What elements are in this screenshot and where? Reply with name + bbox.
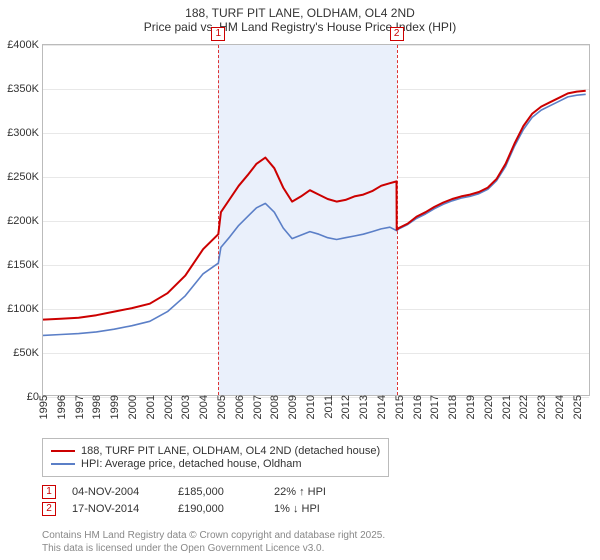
x-tick-label: 2013 [356, 395, 370, 419]
legend-item: 188, TURF PIT LANE, OLDHAM, OL4 2ND (det… [51, 445, 380, 457]
x-tick-label: 2012 [338, 395, 352, 419]
x-tick-label: 2009 [285, 395, 299, 419]
x-tick-label: 2016 [410, 395, 424, 419]
legend-swatch [51, 463, 75, 465]
transaction-date: 04-NOV-2004 [72, 486, 162, 498]
x-tick-label: 1995 [36, 395, 50, 419]
transaction-date: 17-NOV-2014 [72, 503, 162, 515]
y-tick-label: £250K [7, 171, 43, 183]
x-tick-label: 2014 [374, 395, 388, 419]
transaction-price: £190,000 [178, 503, 258, 515]
y-tick-label: £200K [7, 215, 43, 227]
x-tick-label: 2003 [178, 395, 192, 419]
x-tick-label: 1996 [54, 395, 68, 419]
legend-item: HPI: Average price, detached house, Oldh… [51, 458, 380, 470]
x-tick-label: 2001 [143, 395, 157, 419]
x-tick-label: 2006 [232, 395, 246, 419]
x-tick-label: 2022 [516, 395, 530, 419]
y-tick-label: £350K [7, 83, 43, 95]
footnote-line1: Contains HM Land Registry data © Crown c… [42, 530, 385, 543]
transaction-vs-hpi: 22% ↑ HPI [274, 486, 354, 498]
x-tick-label: 2002 [161, 395, 175, 419]
x-tick-label: 2024 [552, 395, 566, 419]
y-tick-label: £400K [7, 39, 43, 51]
chart-area: £0£50K£100K£150K£200K£250K£300K£350K£400… [42, 44, 590, 396]
titles: 188, TURF PIT LANE, OLDHAM, OL4 2ND Pric… [0, 0, 600, 34]
legend: 188, TURF PIT LANE, OLDHAM, OL4 2ND (det… [42, 438, 389, 477]
x-tick-label: 1997 [72, 395, 86, 419]
x-tick-label: 2000 [125, 395, 139, 419]
x-tick-label: 2023 [534, 395, 548, 419]
x-tick-label: 1998 [89, 395, 103, 419]
series-price_paid [43, 91, 586, 320]
series-hpi [43, 94, 586, 335]
x-tick-label: 2025 [570, 395, 584, 419]
x-tick-label: 2011 [321, 395, 335, 419]
y-tick-label: £50K [13, 347, 43, 359]
x-tick-label: 2017 [427, 395, 441, 419]
x-tick-label: 2004 [196, 395, 210, 419]
x-tick-label: 2010 [303, 395, 317, 419]
x-tick-label: 2007 [250, 395, 264, 419]
x-tick-label: 2005 [214, 395, 228, 419]
x-tick-label: 2021 [499, 395, 513, 419]
transaction-vs-hpi: 1% ↓ HPI [274, 503, 354, 515]
y-tick-label: £150K [7, 259, 43, 271]
x-tick-label: 2015 [392, 395, 406, 419]
x-tick-label: 2018 [445, 395, 459, 419]
x-tick-label: 2019 [463, 395, 477, 419]
event-marker: 2 [390, 27, 404, 41]
legend-label: HPI: Average price, detached house, Oldh… [81, 458, 302, 470]
figure: 188, TURF PIT LANE, OLDHAM, OL4 2ND Pric… [0, 0, 600, 560]
transaction-marker: 1 [42, 485, 56, 499]
legend-label: 188, TURF PIT LANE, OLDHAM, OL4 2ND (det… [81, 445, 380, 457]
footnote-line2: This data is licensed under the Open Gov… [42, 543, 385, 556]
transaction-row: 1 04-NOV-2004 £185,000 22% ↑ HPI [42, 485, 354, 499]
series-svg [43, 45, 591, 397]
x-tick-label: 2020 [481, 395, 495, 419]
transaction-price: £185,000 [178, 486, 258, 498]
transaction-row: 2 17-NOV-2014 £190,000 1% ↓ HPI [42, 502, 354, 516]
x-tick-label: 2008 [267, 395, 281, 419]
title-address: 188, TURF PIT LANE, OLDHAM, OL4 2ND [0, 6, 600, 20]
y-tick-label: £100K [7, 303, 43, 315]
title-subtitle: Price paid vs. HM Land Registry's House … [0, 20, 600, 34]
x-tick-label: 1999 [107, 395, 121, 419]
y-tick-label: £300K [7, 127, 43, 139]
event-marker: 1 [211, 27, 225, 41]
legend-swatch [51, 450, 75, 452]
transaction-rows: 1 04-NOV-2004 £185,000 22% ↑ HPI 2 17-NOV-201… [42, 482, 354, 519]
footnote: Contains HM Land Registry data © Crown c… [42, 530, 385, 555]
transaction-marker: 2 [42, 502, 56, 516]
